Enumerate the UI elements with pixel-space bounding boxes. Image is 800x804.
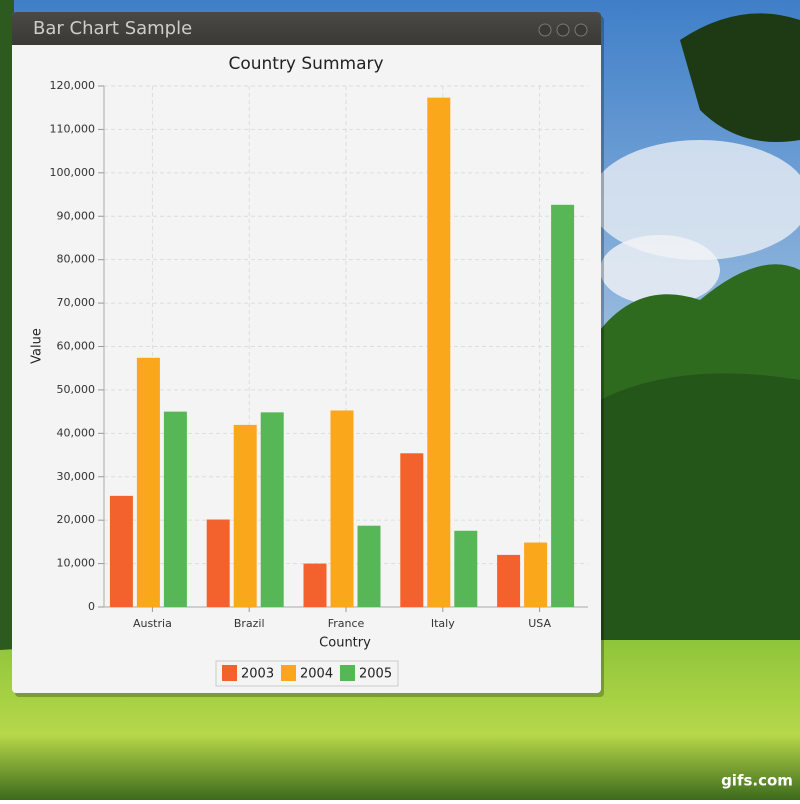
legend-swatch xyxy=(340,665,355,681)
legend-swatch xyxy=(222,665,237,681)
y-tick-label: 100,000 xyxy=(50,166,96,179)
bar xyxy=(330,410,354,607)
bar xyxy=(454,530,478,607)
maximize-button[interactable] xyxy=(556,23,570,37)
bar xyxy=(497,554,521,607)
watermark: gifs.com xyxy=(721,772,793,790)
bar xyxy=(233,424,257,607)
legend-swatch xyxy=(281,665,296,681)
minimize-button[interactable] xyxy=(538,23,552,37)
title-bar xyxy=(12,12,601,45)
bar xyxy=(260,412,284,607)
close-button[interactable] xyxy=(574,23,588,37)
bar xyxy=(206,519,230,607)
bar xyxy=(357,525,381,607)
y-tick-label: 120,000 xyxy=(50,79,96,92)
y-tick-label: 50,000 xyxy=(57,383,96,396)
plot: 0 10,000 20,000 30,000 40,000 50,000 60,000 70,… xyxy=(50,79,588,630)
y-tick-label: 40,000 xyxy=(57,426,96,439)
legend-label: 2003 xyxy=(241,667,274,682)
legend-label: 2005 xyxy=(359,667,392,682)
window-title: Bar Chart Sample xyxy=(33,18,192,39)
bar xyxy=(109,495,133,607)
y-tick-label: 110,000 xyxy=(50,122,96,135)
bar xyxy=(303,563,327,607)
x-tick-label: Austria xyxy=(133,617,172,630)
x-tick-label: USA xyxy=(528,617,551,630)
bar xyxy=(400,453,424,607)
x-tick-label: France xyxy=(328,617,365,630)
y-tick-label: 20,000 xyxy=(57,513,96,526)
legend xyxy=(215,660,399,687)
y-tick-label: 10,000 xyxy=(57,557,96,570)
bar xyxy=(163,411,187,607)
x-tick-label: Brazil xyxy=(234,617,265,630)
y-axis-label: Value xyxy=(30,328,45,364)
y-tick-label: 70,000 xyxy=(57,296,96,309)
y-tick-label: 90,000 xyxy=(57,209,96,222)
bar xyxy=(136,357,160,607)
chart-title: Country Summary xyxy=(228,54,383,74)
y-tick-label: 60,000 xyxy=(57,340,96,353)
bar xyxy=(551,204,575,607)
bar xyxy=(427,97,451,607)
x-tick-label: Italy xyxy=(431,617,455,630)
x-axis-label: Country xyxy=(319,636,371,651)
legend-items: 2003 2004 2005 xyxy=(222,665,392,682)
legend-label: 2004 xyxy=(300,667,333,682)
bar xyxy=(524,542,548,607)
y-tick-label: 80,000 xyxy=(57,253,96,266)
y-tick-label: 0 xyxy=(88,600,95,613)
y-tick-label: 30,000 xyxy=(57,470,96,483)
